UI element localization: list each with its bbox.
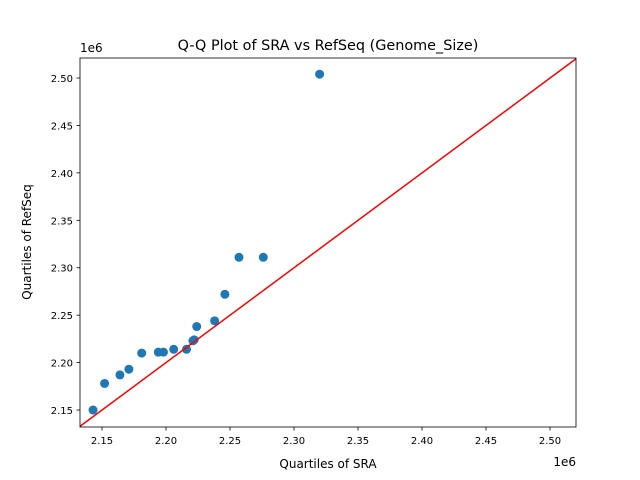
x-tick-label: 2.35: [347, 436, 369, 447]
y-tick-label: 2.45: [51, 121, 73, 132]
y-tick-label: 2.15: [51, 406, 73, 417]
y-offset-label: 1e6: [80, 41, 103, 55]
data-point: [181, 344, 191, 354]
data-point: [115, 370, 125, 380]
data-point: [210, 316, 220, 326]
data-point: [88, 405, 98, 415]
data-point: [192, 322, 202, 332]
x-tick-label: 2.45: [475, 436, 497, 447]
x-offset-label: 1e6: [553, 455, 576, 469]
x-tick-label: 2.30: [283, 436, 305, 447]
y-tick-label: 2.20: [51, 359, 73, 370]
x-tick-label: 2.20: [155, 436, 177, 447]
data-point: [158, 347, 168, 357]
data-point: [137, 348, 147, 358]
data-point: [189, 335, 199, 345]
y-tick-label: 2.50: [51, 74, 73, 85]
y-axis-label: Quartiles of RefSeq: [20, 184, 34, 300]
chart-title: Q-Q Plot of SRA vs RefSeq (Genome_Size): [178, 38, 479, 54]
x-axis-label: Quartiles of SRA: [279, 457, 377, 471]
data-point: [100, 378, 110, 388]
x-tick-label: 2.15: [91, 436, 113, 447]
y-tick-label: 2.35: [51, 216, 73, 227]
reference-line: [80, 58, 576, 427]
data-point: [220, 289, 230, 299]
y-tick-label: 2.25: [51, 311, 73, 322]
data-point: [234, 252, 244, 262]
plot-frame: [79, 57, 577, 428]
data-point: [124, 364, 134, 374]
x-tick-label: 2.25: [219, 436, 241, 447]
y-tick-label: 2.40: [51, 169, 73, 180]
data-point: [258, 252, 268, 262]
data-point: [169, 344, 179, 354]
data-point: [315, 69, 325, 79]
x-tick-label: 2.40: [411, 436, 433, 447]
y-tick-label: 2.30: [51, 264, 73, 275]
x-tick-label: 2.50: [539, 436, 561, 447]
